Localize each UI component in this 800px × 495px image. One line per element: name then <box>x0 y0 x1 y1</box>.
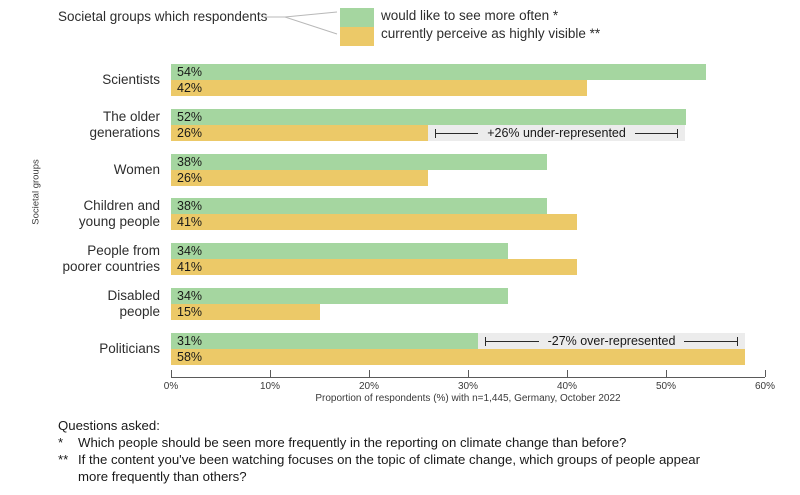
errorbar-left-cap <box>435 128 436 138</box>
question-text-2: If the content you've been watching focu… <box>78 452 701 484</box>
x-axis-tick <box>270 370 271 377</box>
bar-highly-visible: 26% <box>171 125 428 141</box>
x-axis-tick-label: 10% <box>259 381 281 392</box>
x-axis-caption: Proportion of respondents (%) with n=1,4… <box>315 393 621 404</box>
errorbar-right-line <box>634 132 678 134</box>
x-axis-tick <box>369 370 370 377</box>
legend-swatch-yellow <box>340 27 374 46</box>
x-axis-tick-label: 50% <box>655 381 677 392</box>
x-axis-tick-label: 60% <box>754 381 776 392</box>
x-axis-tick <box>171 370 172 377</box>
x-axis-tick <box>567 370 568 377</box>
bar-value-label: 34% <box>177 244 203 258</box>
errorbar-right-cap <box>677 128 679 138</box>
bar-more-often: 38% <box>171 198 547 214</box>
category-label: Scientists <box>102 72 160 87</box>
bar-value-label: 42% <box>177 81 203 95</box>
legend-item-highly-visible: currently perceive as highly visible ** <box>381 26 601 41</box>
bar-value-label: 54% <box>177 65 203 79</box>
bar-value-label: 52% <box>177 110 203 124</box>
x-axis-tick-label: 30% <box>457 381 479 392</box>
bar-value-label: 31% <box>177 334 203 348</box>
question-text-1: Which people should be seen more frequen… <box>78 435 627 450</box>
errorbar-left-cap <box>485 336 486 346</box>
bar-value-label: 38% <box>177 199 203 213</box>
annotation-box: +26% under-represented <box>428 125 685 141</box>
bar-highly-visible: 41% <box>171 259 577 275</box>
legend-swatch <box>340 8 374 46</box>
legend-swatch-green <box>340 8 374 27</box>
x-axis-tick <box>666 370 667 377</box>
category-label: Women <box>113 162 160 177</box>
annotation-box: -27% over-represented <box>478 333 745 349</box>
bar-value-label: 15% <box>177 305 203 319</box>
legend-title: Societal groups which respondents <box>58 9 268 24</box>
bar-value-label: 26% <box>177 171 203 185</box>
question-marker-1: * <box>58 435 64 450</box>
question-row-2: ** If the content you've been watching f… <box>58 451 700 485</box>
bar-value-label: 58% <box>177 350 203 364</box>
bar-highly-visible: 26% <box>171 170 428 186</box>
bar-value-label: 34% <box>177 289 203 303</box>
annotation-label: +26% under-represented <box>487 126 626 140</box>
question-marker-2: ** <box>58 452 69 467</box>
bar-more-often: 34% <box>171 288 508 304</box>
bar-value-label: 41% <box>177 260 203 274</box>
bar-more-often: 52% <box>171 109 686 125</box>
bar-more-often: 38% <box>171 154 547 170</box>
category-label: Disabled people <box>107 288 160 319</box>
bar-value-label: 41% <box>177 215 203 229</box>
annotation-label: -27% over-represented <box>547 334 676 348</box>
bar-value-label: 38% <box>177 155 203 169</box>
x-axis-tick-label: 20% <box>358 381 380 392</box>
footer-heading: Questions asked: <box>58 418 160 433</box>
errorbar-left-line <box>486 340 539 342</box>
errorbar-left-line <box>436 132 479 134</box>
question-row-1: * Which people should be seen more frequ… <box>58 434 700 451</box>
bar-more-often: 54% <box>171 64 706 80</box>
bar-more-often: 34% <box>171 243 508 259</box>
category-label: Children and young people <box>78 198 160 229</box>
bar-more-often: 31% <box>171 333 478 349</box>
y-axis-label: Societal groups <box>30 159 42 225</box>
x-axis-line <box>171 377 765 378</box>
bar-highly-visible: 42% <box>171 80 587 96</box>
bar-highly-visible: 58% <box>171 349 745 365</box>
category-label: People from poorer countries <box>62 243 160 274</box>
bar-highly-visible: 41% <box>171 214 577 230</box>
footer-notes: Questions asked: * Which people should b… <box>58 417 700 485</box>
bar-highly-visible: 15% <box>171 304 320 320</box>
category-label: Politicians <box>99 341 160 356</box>
x-axis-tick <box>468 370 469 377</box>
x-axis-tick <box>765 370 766 377</box>
x-axis-tick-label: 40% <box>556 381 578 392</box>
errorbar-right-cap <box>737 336 739 346</box>
bar-value-label: 26% <box>177 126 203 140</box>
x-axis-tick-label: 0% <box>163 381 179 392</box>
legend-item-more-often: would like to see more often * <box>381 8 559 23</box>
errorbar-right-line <box>684 340 738 342</box>
category-label: The older generations <box>89 109 160 140</box>
